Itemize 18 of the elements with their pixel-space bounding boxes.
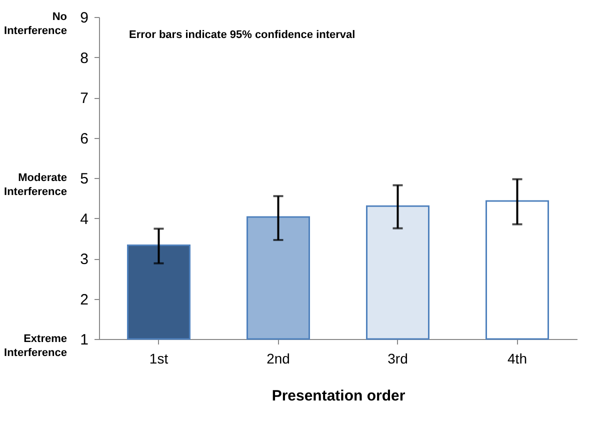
x-tick-label: 1st (149, 350, 168, 366)
y-tick-label: 3 (80, 251, 88, 268)
y-tick-label: 8 (80, 50, 88, 67)
y-tick-label: 9 (80, 10, 88, 26)
x-axis-title: Presentation order (272, 388, 406, 404)
x-tick-label: 3rd (388, 350, 408, 366)
y-tick-label: 2 (80, 291, 88, 308)
y-tick-label: 1 (80, 332, 88, 348)
text: Extreme Interference (4, 333, 67, 359)
text: No Interference (4, 11, 68, 37)
x-tick-label: 2nd (266, 350, 290, 366)
x-tick-label: 4th (508, 350, 527, 366)
y-tick-label: 4 (80, 210, 88, 228)
y-tick-label: 6 (80, 130, 88, 148)
y-tick-label: 7 (80, 90, 88, 107)
text: Moderate Interference (4, 172, 67, 198)
y-tick-label: 5 (80, 170, 88, 188)
annotation: Error bars indicate 95% confidence interval (129, 29, 356, 41)
